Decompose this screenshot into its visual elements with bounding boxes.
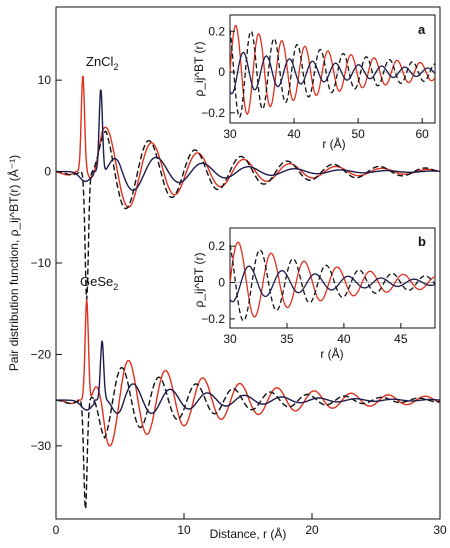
main-xtick-label: 20	[305, 523, 319, 537]
main-ytick-label: 0	[44, 165, 51, 179]
inset-b-series-line	[229, 241, 436, 318]
main-xtick-label: 30	[433, 523, 447, 537]
inset-a-ytick-label: −0.2	[201, 106, 225, 120]
inset-a-curves	[229, 24, 436, 118]
main-series-line	[56, 89, 441, 191]
inset-b-ylabel: ρ_ij^BT (r)	[192, 253, 206, 308]
inset-b-curves	[229, 241, 436, 322]
main-ytick-label: −20	[31, 347, 52, 361]
main-series-line	[56, 367, 440, 510]
inset-a-series-line	[229, 29, 436, 118]
main-xtick-label: 10	[177, 523, 191, 537]
inset-a-ylabel: ρ_ij^BT (r)	[192, 42, 206, 97]
main-series-line	[56, 340, 441, 415]
inset-a-ticks: 30 40 50 60 0.2 0 −0.2	[201, 24, 429, 141]
inset-b-ytick-label: −0.2	[201, 312, 225, 326]
inset-a-ytick-label: 0	[218, 65, 225, 79]
main-ytick-label: −30	[31, 439, 52, 453]
gese2-label: GeSe2	[80, 274, 118, 292]
inset-a-xtick-label: 60	[416, 127, 430, 141]
x-axis-label: Distance, r (Å)	[210, 526, 287, 541]
main-ytick-label: −10	[31, 256, 52, 270]
inset-b-frame	[229, 227, 436, 329]
inset-a-ytick-label: 0.2	[208, 24, 225, 38]
inset-b-xlabel: r (Å)	[320, 346, 343, 361]
main-series-line	[56, 130, 441, 300]
inset-b-series-line	[229, 265, 436, 303]
main-xtick-label: 0	[53, 523, 60, 537]
inset-b-ytick-label: 0.2	[208, 239, 225, 253]
inset-b-letter: b	[418, 234, 426, 249]
main-curves	[55, 76, 441, 510]
inset-a-xtick-label: 50	[351, 127, 365, 141]
inset-a-series-line	[229, 51, 436, 95]
zncl2-label: ZnCl2	[86, 54, 118, 72]
inset-a-xlabel: r (Å)	[322, 136, 345, 151]
inset-b-xtick-label: 40	[337, 332, 351, 346]
inset-a-xtick-label: 30	[223, 127, 237, 141]
y-axis-label: Pair distribution function, ρ_ij^BT(r) (…	[6, 155, 21, 371]
main-axis-ticks: 0 10 20 30 10 0 −10 −20 −30	[31, 73, 447, 537]
inset-b-ytick-label: 0	[218, 276, 225, 290]
inset-b-xtick-label: 35	[280, 332, 294, 346]
inset-a-xtick-label: 40	[287, 127, 301, 141]
inset-b-ticks: 30 35 40 45 0.2 0 −0.2	[201, 239, 408, 346]
main-ytick-label: 10	[38, 73, 52, 87]
inset-a-letter: a	[418, 22, 426, 37]
inset-b-xtick-label: 30	[223, 332, 237, 346]
inset-b-series-line	[229, 244, 436, 322]
inset-b-xtick-label: 45	[394, 332, 408, 346]
